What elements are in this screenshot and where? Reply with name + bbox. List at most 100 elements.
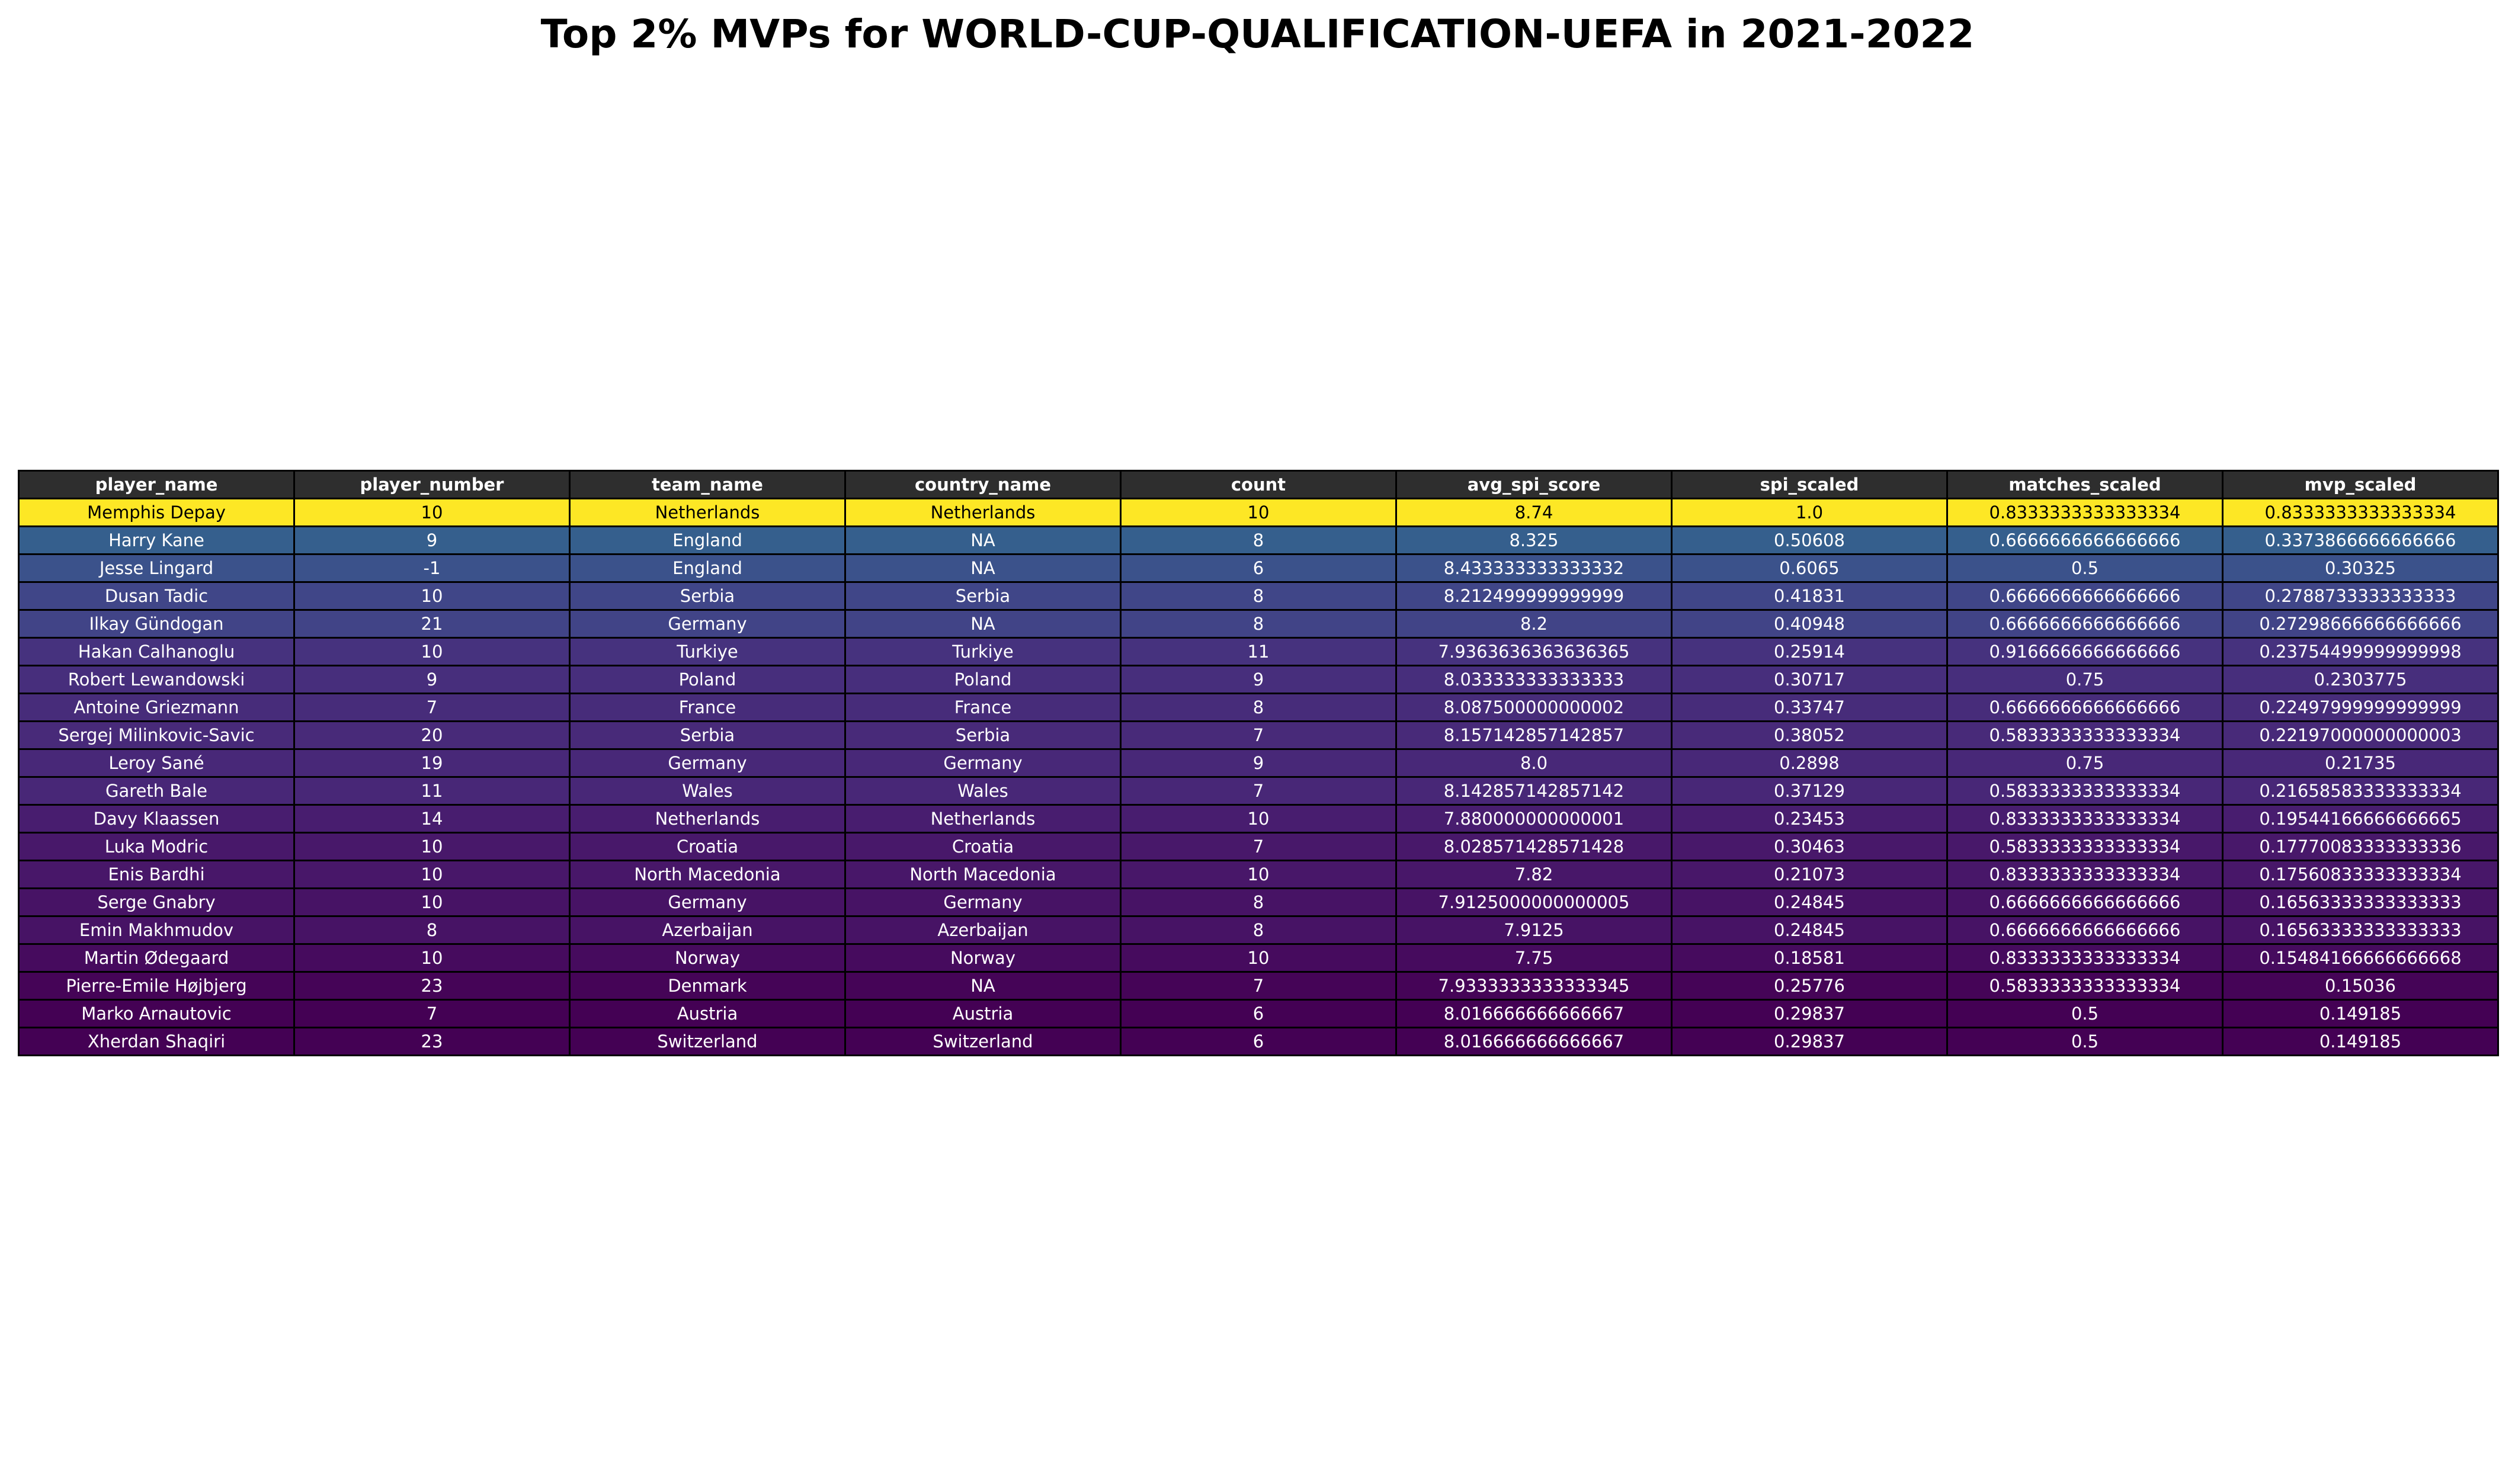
cell-player-name: Pierre-Emile Højbjerg <box>18 971 295 1001</box>
cell-matches-scaled: 0.6666666666666666 <box>1946 915 2224 945</box>
cell-player-name: Jesse Lingard <box>18 553 295 583</box>
cell-team-name: Germany <box>569 609 846 639</box>
cell-mvp-scaled: 0.17560833333333334 <box>2222 860 2499 889</box>
cell-count: 7 <box>1120 971 1397 1001</box>
cell-team-name: Austria <box>569 999 846 1028</box>
table-row: Luka Modric 10 Croatia Croatia 7 8.0285714285… <box>18 832 2499 861</box>
cell-avg-spi-score: 8.74 <box>1395 498 1673 527</box>
cell-player-name: Davy Klaassen <box>18 804 295 834</box>
cell-team-name: France <box>569 693 846 722</box>
cell-team-name: Norway <box>569 943 846 973</box>
cell-avg-spi-score: 7.9333333333333345 <box>1395 971 1673 1001</box>
cell-mvp-scaled: 0.16563333333333333 <box>2222 887 2499 917</box>
cell-spi-scaled: 0.24845 <box>1671 915 1948 945</box>
cell-player-name: Memphis Depay <box>18 498 295 527</box>
table-row: Sergej Milinkovic-Savic 20 Serbia Serbia 7 8.… <box>18 720 2499 750</box>
mvp-table: player_name player_number team_name country… <box>18 470 2499 1056</box>
cell-spi-scaled: 0.30717 <box>1671 665 1948 694</box>
table-row: Leroy Sané 19 Germany Germany 9 8.0 0.2898 0.75… <box>18 748 2499 778</box>
cell-avg-spi-score: 8.142857142857142 <box>1395 776 1673 806</box>
cell-count: 8 <box>1120 693 1397 722</box>
cell-player-name: Xherdan Shaqiri <box>18 1027 295 1056</box>
cell-matches-scaled: 0.5 <box>1946 1027 2224 1056</box>
cell-avg-spi-score: 7.75 <box>1395 943 1673 973</box>
cell-player-name: Serge Gnabry <box>18 887 295 917</box>
table-row: Enis Bardhi 10 North Macedonia North Macedo… <box>18 860 2499 889</box>
column-header-team-name: team_name <box>569 470 846 499</box>
table-row: Dusan Tadic 10 Serbia Serbia 8 8.212499999999… <box>18 581 2499 611</box>
cell-spi-scaled: 0.6065 <box>1671 553 1948 583</box>
cell-player-name: Ilkay Gündogan <box>18 609 295 639</box>
cell-player-number: 11 <box>293 776 571 806</box>
table-row: Jesse Lingard -1 England NA 6 8.4333333333333… <box>18 553 2499 583</box>
cell-count: 8 <box>1120 581 1397 611</box>
cell-avg-spi-score: 7.9363636363636365 <box>1395 637 1673 666</box>
cell-country-name: Croatia <box>844 832 1122 861</box>
cell-player-name: Harry Kane <box>18 525 295 555</box>
cell-player-number: 19 <box>293 748 571 778</box>
cell-team-name: Germany <box>569 887 846 917</box>
cell-mvp-scaled: 0.3373866666666666 <box>2222 525 2499 555</box>
cell-matches-scaled: 0.8333333333333334 <box>1946 943 2224 973</box>
cell-avg-spi-score: 8.033333333333333 <box>1395 665 1673 694</box>
column-header-country-name: country_name <box>844 470 1122 499</box>
cell-player-name: Marko Arnautovic <box>18 999 295 1028</box>
cell-team-name: North Macedonia <box>569 860 846 889</box>
table-row: Marko Arnautovic 7 Austria Austria 6 8.016666… <box>18 999 2499 1028</box>
cell-player-number: 10 <box>293 637 571 666</box>
cell-mvp-scaled: 0.16563333333333333 <box>2222 915 2499 945</box>
cell-spi-scaled: 0.38052 <box>1671 720 1948 750</box>
table-row: Martin Ødegaard 10 Norway Norway 10 7.75 0.185… <box>18 943 2499 973</box>
cell-team-name: Netherlands <box>569 498 846 527</box>
cell-avg-spi-score: 8.212499999999999 <box>1395 581 1673 611</box>
cell-spi-scaled: 0.40948 <box>1671 609 1948 639</box>
cell-player-number: 23 <box>293 971 571 1001</box>
cell-avg-spi-score: 8.2 <box>1395 609 1673 639</box>
table-row: Xherdan Shaqiri 23 Switzerland Switzerland 6… <box>18 1027 2499 1056</box>
cell-player-number: -1 <box>293 553 571 583</box>
cell-mvp-scaled: 0.8333333333333334 <box>2222 498 2499 527</box>
cell-spi-scaled: 0.25914 <box>1671 637 1948 666</box>
cell-player-name: Martin Ødegaard <box>18 943 295 973</box>
column-header-player-name: player_name <box>18 470 295 499</box>
table-body: Memphis Depay 10 Netherlands Netherlands 10 8… <box>18 498 2499 1056</box>
cell-spi-scaled: 0.2898 <box>1671 748 1948 778</box>
cell-player-number: 10 <box>293 581 571 611</box>
column-header-player-number: player_number <box>293 470 571 499</box>
table-row: Ilkay Gündogan 21 Germany NA 8 8.2 0.40948 0.66… <box>18 609 2499 639</box>
cell-player-name: Robert Lewandowski <box>18 665 295 694</box>
cell-spi-scaled: 0.41831 <box>1671 581 1948 611</box>
cell-country-name: Poland <box>844 665 1122 694</box>
cell-count: 7 <box>1120 720 1397 750</box>
cell-team-name: England <box>569 553 846 583</box>
cell-avg-spi-score: 8.028571428571428 <box>1395 832 1673 861</box>
table-row: Emin Makhmudov 8 Azerbaijan Azerbaijan 8 7.91… <box>18 915 2499 945</box>
cell-team-name: Azerbaijan <box>569 915 846 945</box>
table-row: Gareth Bale 11 Wales Wales 7 8.14285714285714… <box>18 776 2499 806</box>
cell-count: 8 <box>1120 609 1397 639</box>
cell-avg-spi-score: 8.433333333333332 <box>1395 553 1673 583</box>
table-row: Robert Lewandowski 9 Poland Poland 9 8.033333… <box>18 665 2499 694</box>
cell-avg-spi-score: 7.82 <box>1395 860 1673 889</box>
mvp-table-container: player_name player_number team_name country… <box>18 470 2499 1056</box>
cell-mvp-scaled: 0.22497999999999999 <box>2222 693 2499 722</box>
cell-count: 11 <box>1120 637 1397 666</box>
cell-country-name: NA <box>844 525 1122 555</box>
cell-country-name: Turkiye <box>844 637 1122 666</box>
cell-spi-scaled: 0.50608 <box>1671 525 1948 555</box>
column-header-avg-spi-score: avg_spi_score <box>1395 470 1673 499</box>
cell-spi-scaled: 0.30463 <box>1671 832 1948 861</box>
cell-mvp-scaled: 0.2788733333333333 <box>2222 581 2499 611</box>
cell-team-name: Netherlands <box>569 804 846 834</box>
cell-country-name: NA <box>844 553 1122 583</box>
cell-country-name: NA <box>844 609 1122 639</box>
cell-player-number: 21 <box>293 609 571 639</box>
cell-mvp-scaled: 0.27298666666666666 <box>2222 609 2499 639</box>
table-header: player_name player_number team_name country… <box>18 470 2499 499</box>
cell-avg-spi-score: 8.087500000000002 <box>1395 693 1673 722</box>
cell-player-number: 20 <box>293 720 571 750</box>
cell-count: 8 <box>1120 525 1397 555</box>
cell-player-name: Hakan Calhanoglu <box>18 637 295 666</box>
cell-player-number: 7 <box>293 999 571 1028</box>
table-row: Pierre-Emile Højbjerg 23 Denmark NA 7 7.93333… <box>18 971 2499 1001</box>
